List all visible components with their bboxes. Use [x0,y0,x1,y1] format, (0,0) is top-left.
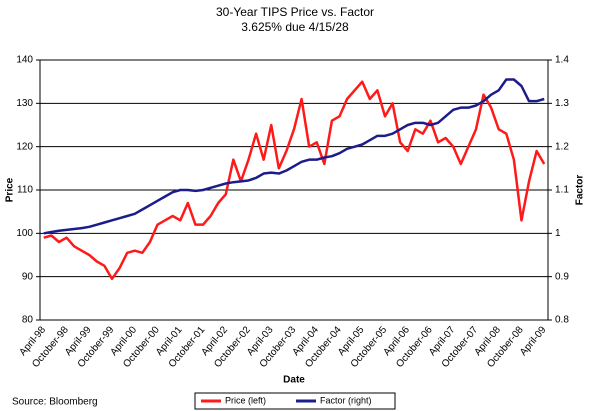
y-axis-label: Price [5,177,16,202]
y2-tick-label: 1.1 [555,185,569,196]
y-tick-label: 100 [16,228,33,239]
legend-label: Factor (right) [320,395,372,405]
legend-box [194,392,396,410]
y2-tick-label: 1.3 [555,98,569,109]
y-tick-label: 130 [16,98,33,109]
y2-axis-label: Factor [575,175,586,206]
y-tick-label: 90 [22,271,34,282]
source-note: Source: Bloomberg [12,397,98,408]
legend-label: Price (left) [225,395,266,405]
y-tick-label: 140 [16,55,33,66]
y-tick-label: 120 [16,141,33,152]
series-line [43,78,545,235]
y-tick-label: 110 [17,185,33,196]
chart-title: 30-Year TIPS Price vs. Factor [216,5,374,19]
y-tick-label: 80 [22,315,34,326]
y2-tick-label: 1 [555,228,561,239]
y2-tick-label: 1.2 [555,141,569,152]
x-axis-label: Date [283,375,305,386]
chart-subtitle: 3.625% due 4/15/28 [241,20,349,34]
y2-tick-label: 0.9 [555,271,569,282]
y2-tick-label: 0.8 [555,315,569,326]
y2-tick-label: 1.4 [555,55,569,66]
series-line [43,80,546,281]
